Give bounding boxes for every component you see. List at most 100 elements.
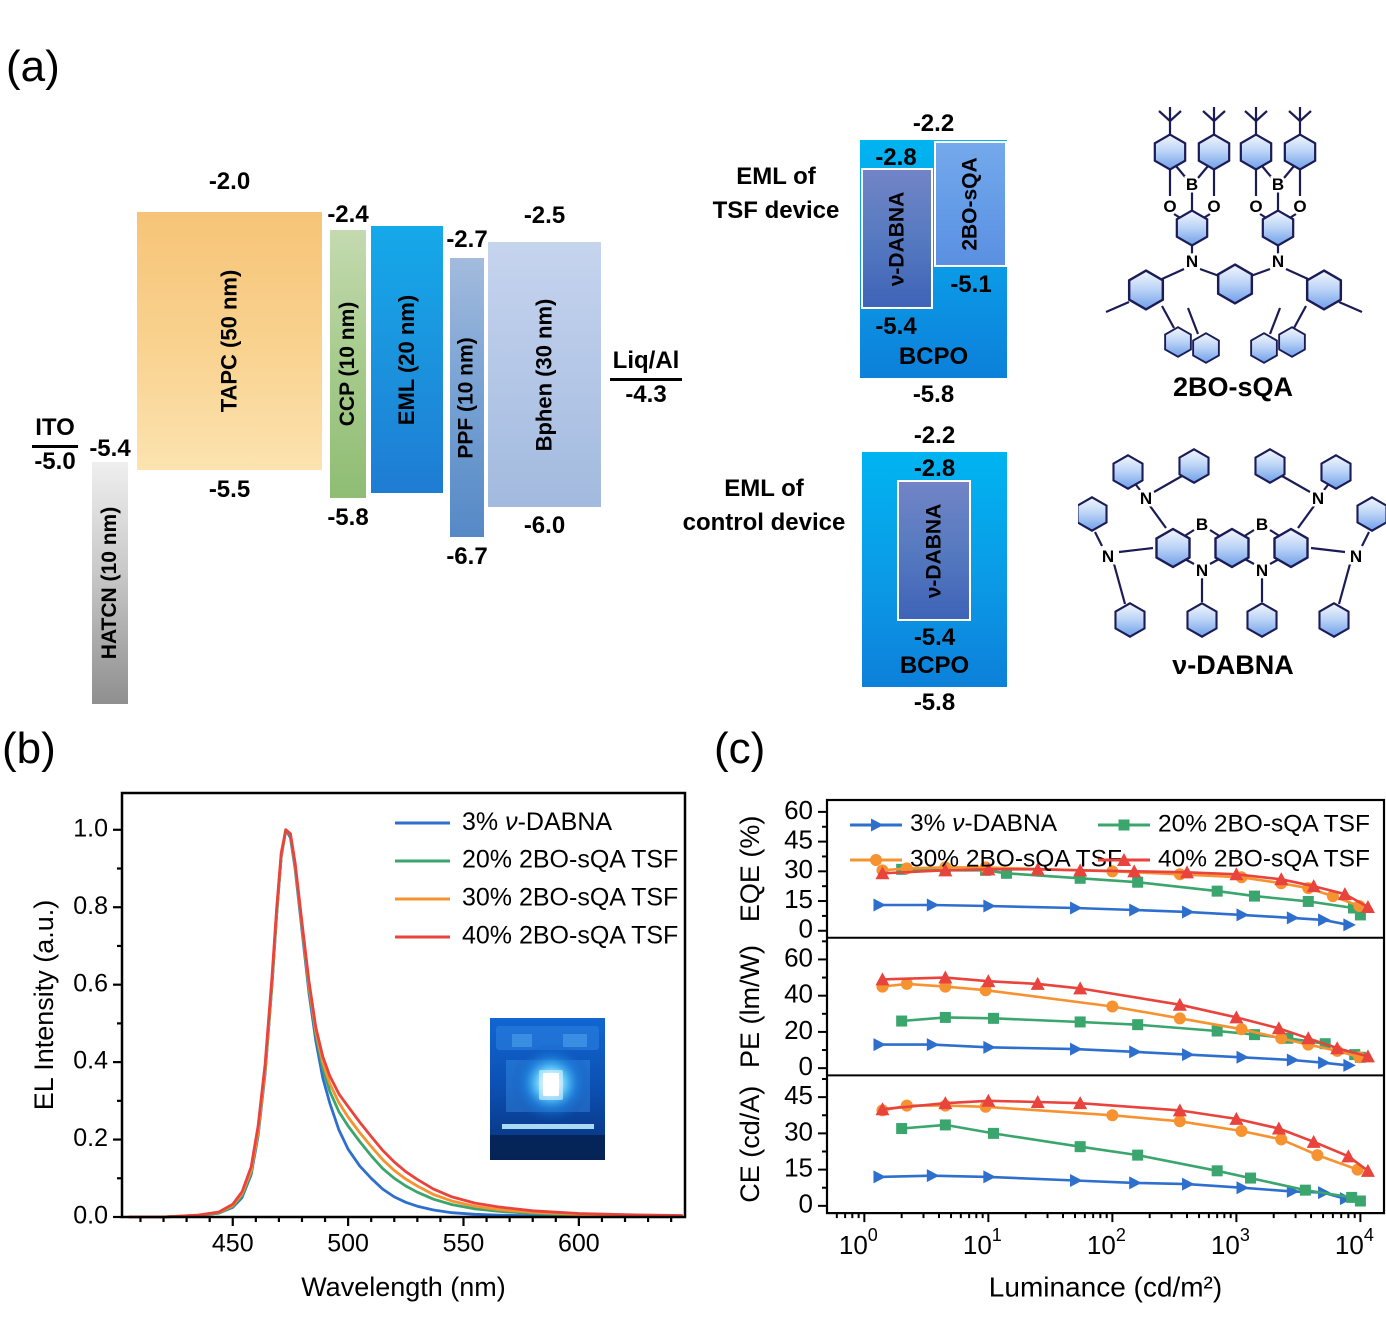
bar-hatcn: HATCN (10 nm) [92, 462, 128, 704]
y-axis-label: EL Intensity (a.u.) [29, 900, 59, 1111]
tsf-dabna-box: ν-DABNA [861, 168, 933, 309]
control-bottom-value: -5.8 [913, 689, 956, 716]
data-point [900, 977, 913, 990]
data-point [1302, 895, 1314, 907]
hatcn-label: HATCN (10 nm) [98, 506, 122, 660]
data-point [1318, 913, 1331, 927]
data-point [1311, 1149, 1324, 1162]
legend-label: 20% 2BO-sQA TSF [462, 846, 678, 874]
tick-label: 0 [799, 914, 813, 944]
benzene-rings [1078, 448, 1386, 638]
x-tick-label: 104 [1335, 1225, 1374, 1260]
data-point [1182, 1177, 1195, 1191]
bar-eml: EML (20 nm) [371, 226, 443, 493]
tick-label: 45 [784, 1080, 813, 1110]
data-point [1271, 1021, 1286, 1035]
device-photo-inset [490, 1018, 605, 1160]
data-point [1211, 1025, 1223, 1037]
control-title-line1: EML of [724, 475, 804, 502]
molecule-dabna-structure: B B N N N N N N [1078, 448, 1386, 638]
tick-label: 600 [558, 1230, 600, 1258]
tsf-inner-top-value: -2.8 [875, 144, 917, 171]
data-point [875, 972, 890, 986]
plot-area [128, 828, 683, 1219]
panel-b-label: (b) [2, 724, 56, 773]
tsf-sqa-label: 2BO-sQA [958, 157, 982, 251]
tsf-sqa-bottom-value: -5.1 [950, 271, 992, 298]
data-point [873, 1038, 886, 1052]
legend-label: 3% ν-DABNA [462, 808, 612, 836]
data-point [1073, 863, 1088, 877]
series-line [878, 1043, 1349, 1067]
data-point [1118, 819, 1130, 831]
data-point [1236, 1050, 1250, 1064]
panel-c-label: (c) [714, 724, 766, 773]
ccp-bottom-value: -5.8 [327, 504, 369, 531]
benzene-rings [1127, 133, 1343, 364]
data-point [926, 1169, 940, 1183]
x-tick-label: 101 [963, 1225, 1002, 1260]
data-point [896, 1015, 908, 1027]
control-host-box: -2.8 ν-DABNA -5.4 BCPO [862, 452, 1007, 687]
ito-level: -5.0 [34, 447, 76, 475]
data-point [873, 1170, 886, 1184]
data-point [1173, 1012, 1186, 1025]
legend-label: 3% ν-DABNA [910, 810, 1058, 837]
boron-atom-label: B [1256, 515, 1268, 534]
tsf-device-title: EML of TSF device [688, 160, 864, 228]
tick-label: 500 [327, 1230, 369, 1258]
bar-tapc: TAPC (50 nm) [137, 212, 322, 470]
data-point [1229, 867, 1244, 881]
data-point [875, 1102, 890, 1116]
data-point [1172, 997, 1187, 1011]
data-point [1271, 1121, 1286, 1135]
y-ticks [818, 1078, 827, 1207]
y-axis-label: CE (cd/A) [735, 1086, 765, 1203]
data-point [1180, 865, 1195, 879]
molecule-2bo-sqa-structure: B B O O O O N N [1105, 107, 1363, 364]
nitrogen-atom-label: N [1312, 489, 1324, 508]
data-point [926, 1038, 940, 1052]
data-point [1000, 867, 1012, 879]
control-inner-top-value: -2.8 [913, 455, 956, 482]
data-point [1132, 1019, 1144, 1031]
data-point [1330, 1041, 1345, 1055]
legend-label: 20% 2BO-sQA TSF [1158, 810, 1370, 837]
data-point [1173, 1115, 1186, 1128]
tick-label: 60 [784, 942, 813, 972]
bphen-bottom-value: -6.0 [523, 512, 566, 539]
molecule-dabna-name: ν-DABNA [1172, 650, 1294, 680]
data-point [1354, 909, 1366, 921]
data-point [938, 970, 953, 984]
data-point [1229, 1010, 1244, 1024]
x-axis-label: Luminance (cd/m²) [989, 1271, 1222, 1302]
data-point [1306, 879, 1321, 893]
data-point [1074, 1016, 1086, 1028]
data-point [938, 863, 953, 877]
data-point [1182, 905, 1195, 919]
data-point [871, 818, 884, 832]
panel-a-label: (a) [6, 42, 60, 91]
data-point [1343, 1058, 1356, 1072]
data-point [939, 1011, 951, 1023]
bphen-label: Bphen (30 nm) [531, 298, 557, 451]
tsf-bottom-value: -5.8 [912, 381, 955, 408]
data-point [1286, 1184, 1300, 1198]
data-point [1132, 876, 1144, 888]
data-point [1341, 1149, 1356, 1163]
axis-frame [825, 798, 1386, 1215]
el-spectrum-chart: 450 500 550 600 0.0 0.2 0.4 0.6 0.8 1.0 Wavelength… [29, 791, 687, 1302]
tsf-title-line2: TSF device [712, 197, 840, 224]
data-point [1074, 1141, 1086, 1153]
x-axis-label: Wavelength (nm) [301, 1272, 506, 1302]
data-point [1286, 911, 1300, 925]
data-point [1129, 1045, 1142, 1059]
nitrogen-atom-label: N [1272, 252, 1284, 271]
ppf-label: PPF (10 nm) [455, 336, 479, 459]
data-point [1249, 1029, 1261, 1041]
series-line [878, 1174, 1346, 1200]
data-point [1211, 885, 1223, 897]
data-point [1236, 1181, 1250, 1195]
tick-label: 0 [799, 1051, 813, 1081]
